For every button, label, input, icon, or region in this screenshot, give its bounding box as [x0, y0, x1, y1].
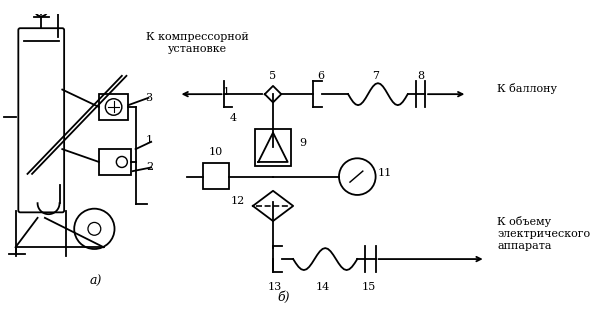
- Text: 5: 5: [269, 71, 276, 81]
- Text: 9: 9: [298, 138, 306, 148]
- Text: 8: 8: [417, 71, 424, 81]
- Text: 13: 13: [267, 282, 282, 292]
- Text: К баллону: К баллону: [497, 83, 558, 94]
- Text: 10: 10: [209, 147, 223, 157]
- Text: 12: 12: [231, 196, 245, 206]
- Circle shape: [105, 99, 122, 115]
- Circle shape: [116, 156, 127, 167]
- Bar: [255, 129, 291, 166]
- Bar: [99, 94, 128, 120]
- Circle shape: [88, 223, 101, 235]
- Circle shape: [35, 4, 48, 16]
- Text: 1: 1: [146, 135, 153, 145]
- Text: К объему
электрического
аппарата: К объему электрического аппарата: [497, 216, 590, 251]
- Text: а): а): [90, 275, 102, 287]
- Text: 3: 3: [145, 93, 152, 103]
- Bar: [204, 163, 229, 189]
- Text: К компрессорной
установке: К компрессорной установке: [146, 32, 248, 54]
- Text: 11: 11: [378, 168, 392, 178]
- Text: 7: 7: [372, 71, 379, 81]
- Text: 2: 2: [146, 162, 153, 172]
- Text: б): б): [278, 291, 290, 304]
- Text: 1: 1: [223, 87, 230, 97]
- FancyBboxPatch shape: [19, 28, 64, 212]
- Text: 6: 6: [317, 71, 324, 81]
- Text: 15: 15: [361, 282, 376, 292]
- Bar: [99, 149, 131, 175]
- Text: 4: 4: [230, 113, 237, 123]
- Circle shape: [74, 209, 115, 249]
- Circle shape: [339, 158, 376, 195]
- Text: 14: 14: [315, 282, 330, 292]
